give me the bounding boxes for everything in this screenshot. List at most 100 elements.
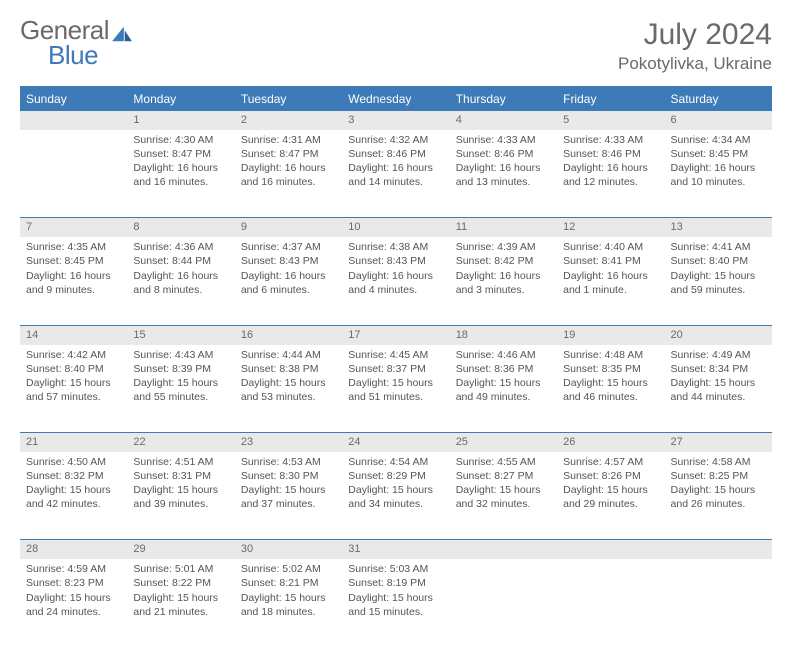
daylight-line: Daylight: 15 hours and 21 minutes. (133, 591, 228, 619)
sunrise-line: Sunrise: 4:43 AM (133, 348, 228, 362)
sunrise-line: Sunrise: 5:03 AM (348, 562, 443, 576)
sunrise-line: Sunrise: 5:02 AM (241, 562, 336, 576)
daylight-line: Daylight: 16 hours and 9 minutes. (26, 269, 121, 297)
day-content-row: Sunrise: 4:42 AMSunset: 8:40 PMDaylight:… (20, 345, 772, 433)
day-content-cell: Sunrise: 4:36 AMSunset: 8:44 PMDaylight:… (127, 237, 234, 325)
day-number-cell (557, 540, 664, 559)
sunset-line: Sunset: 8:40 PM (26, 362, 121, 376)
sunrise-line: Sunrise: 4:31 AM (241, 133, 336, 147)
day-content-cell: Sunrise: 4:50 AMSunset: 8:32 PMDaylight:… (20, 452, 127, 540)
sunset-line: Sunset: 8:46 PM (456, 147, 551, 161)
month-title: July 2024 (618, 18, 772, 52)
daylight-line: Daylight: 16 hours and 4 minutes. (348, 269, 443, 297)
sunset-line: Sunset: 8:22 PM (133, 576, 228, 590)
brand-part2: Blue (48, 43, 133, 68)
day-number-cell: 11 (450, 218, 557, 237)
day-number-cell: 1 (127, 111, 234, 130)
sunset-line: Sunset: 8:26 PM (563, 469, 658, 483)
sunset-line: Sunset: 8:27 PM (456, 469, 551, 483)
daylight-line: Daylight: 15 hours and 39 minutes. (133, 483, 228, 511)
day-number-cell: 24 (342, 433, 449, 452)
daylight-line: Daylight: 16 hours and 14 minutes. (348, 161, 443, 189)
sunset-line: Sunset: 8:32 PM (26, 469, 121, 483)
sunset-line: Sunset: 8:25 PM (671, 469, 766, 483)
day-number-cell: 16 (235, 325, 342, 344)
daylight-line: Daylight: 15 hours and 24 minutes. (26, 591, 121, 619)
sunrise-line: Sunrise: 4:59 AM (26, 562, 121, 576)
day-number-row: 21222324252627 (20, 433, 772, 452)
day-content-cell: Sunrise: 4:30 AMSunset: 8:47 PMDaylight:… (127, 130, 234, 218)
sunset-line: Sunset: 8:39 PM (133, 362, 228, 376)
daylight-line: Daylight: 15 hours and 37 minutes. (241, 483, 336, 511)
sunrise-line: Sunrise: 5:01 AM (133, 562, 228, 576)
day-number-cell: 31 (342, 540, 449, 559)
day-number-cell: 4 (450, 111, 557, 130)
day-number-cell: 21 (20, 433, 127, 452)
day-content-cell: Sunrise: 4:54 AMSunset: 8:29 PMDaylight:… (342, 452, 449, 540)
day-number-row: 14151617181920 (20, 325, 772, 344)
sunrise-line: Sunrise: 4:58 AM (671, 455, 766, 469)
daylight-line: Daylight: 16 hours and 10 minutes. (671, 161, 766, 189)
day-content-cell: Sunrise: 4:33 AMSunset: 8:46 PMDaylight:… (450, 130, 557, 218)
day-number-cell: 30 (235, 540, 342, 559)
sunrise-line: Sunrise: 4:46 AM (456, 348, 551, 362)
day-number-cell (665, 540, 772, 559)
day-number-cell: 22 (127, 433, 234, 452)
day-content-cell: Sunrise: 4:49 AMSunset: 8:34 PMDaylight:… (665, 345, 772, 433)
sunset-line: Sunset: 8:30 PM (241, 469, 336, 483)
daylight-line: Daylight: 15 hours and 44 minutes. (671, 376, 766, 404)
brand-part1: General (20, 18, 109, 43)
day-number-cell: 2 (235, 111, 342, 130)
sunset-line: Sunset: 8:40 PM (671, 254, 766, 268)
daylight-line: Daylight: 15 hours and 49 minutes. (456, 376, 551, 404)
sunrise-line: Sunrise: 4:50 AM (26, 455, 121, 469)
day-number-cell: 5 (557, 111, 664, 130)
sunset-line: Sunset: 8:29 PM (348, 469, 443, 483)
daylight-line: Daylight: 15 hours and 59 minutes. (671, 269, 766, 297)
title-block: July 2024 Pokotylivka, Ukraine (618, 18, 772, 74)
day-content-cell: Sunrise: 5:02 AMSunset: 8:21 PMDaylight:… (235, 559, 342, 647)
day-number-row: 78910111213 (20, 218, 772, 237)
day-number-cell: 27 (665, 433, 772, 452)
day-number-cell: 23 (235, 433, 342, 452)
daylight-line: Daylight: 15 hours and 15 minutes. (348, 591, 443, 619)
sunset-line: Sunset: 8:41 PM (563, 254, 658, 268)
sunrise-line: Sunrise: 4:53 AM (241, 455, 336, 469)
day-number-cell: 18 (450, 325, 557, 344)
sunset-line: Sunset: 8:43 PM (241, 254, 336, 268)
sunrise-line: Sunrise: 4:45 AM (348, 348, 443, 362)
sunrise-line: Sunrise: 4:55 AM (456, 455, 551, 469)
location-name: Pokotylivka, Ukraine (618, 54, 772, 74)
day-content-cell (665, 559, 772, 647)
sunset-line: Sunset: 8:42 PM (456, 254, 551, 268)
weekday-header: Monday (127, 87, 234, 111)
day-number-cell: 10 (342, 218, 449, 237)
sunrise-line: Sunrise: 4:57 AM (563, 455, 658, 469)
sunset-line: Sunset: 8:38 PM (241, 362, 336, 376)
daylight-line: Daylight: 16 hours and 16 minutes. (133, 161, 228, 189)
day-content-cell: Sunrise: 4:35 AMSunset: 8:45 PMDaylight:… (20, 237, 127, 325)
logo-sail-icon (111, 25, 133, 43)
day-number-row: 28293031 (20, 540, 772, 559)
day-content-row: Sunrise: 4:59 AMSunset: 8:23 PMDaylight:… (20, 559, 772, 647)
sunrise-line: Sunrise: 4:54 AM (348, 455, 443, 469)
brand-logo: GeneralBlue (20, 18, 133, 67)
sunset-line: Sunset: 8:31 PM (133, 469, 228, 483)
sunrise-line: Sunrise: 4:30 AM (133, 133, 228, 147)
sunrise-line: Sunrise: 4:44 AM (241, 348, 336, 362)
daylight-line: Daylight: 15 hours and 42 minutes. (26, 483, 121, 511)
daylight-line: Daylight: 15 hours and 34 minutes. (348, 483, 443, 511)
day-content-cell: Sunrise: 4:58 AMSunset: 8:25 PMDaylight:… (665, 452, 772, 540)
weekday-header: Thursday (450, 87, 557, 111)
day-content-cell: Sunrise: 4:42 AMSunset: 8:40 PMDaylight:… (20, 345, 127, 433)
day-content-cell (557, 559, 664, 647)
sunset-line: Sunset: 8:46 PM (563, 147, 658, 161)
day-number-cell: 13 (665, 218, 772, 237)
weekday-header: Friday (557, 87, 664, 111)
day-content-cell: Sunrise: 4:46 AMSunset: 8:36 PMDaylight:… (450, 345, 557, 433)
day-number-cell: 15 (127, 325, 234, 344)
day-content-cell: Sunrise: 4:51 AMSunset: 8:31 PMDaylight:… (127, 452, 234, 540)
day-content-row: Sunrise: 4:35 AMSunset: 8:45 PMDaylight:… (20, 237, 772, 325)
daylight-line: Daylight: 15 hours and 26 minutes. (671, 483, 766, 511)
day-number-cell: 28 (20, 540, 127, 559)
